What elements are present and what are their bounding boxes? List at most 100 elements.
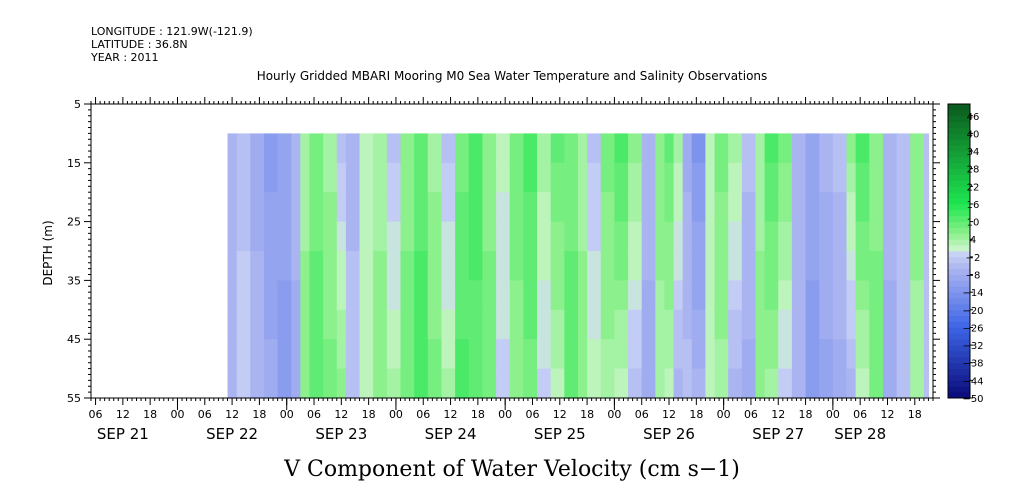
colorbar-swatch <box>948 162 970 170</box>
heatmap-cell <box>414 368 429 399</box>
heatmap-cell <box>923 339 930 370</box>
heatmap-cell <box>577 192 588 223</box>
heatmap-cell <box>832 251 848 281</box>
colorbar-swatch <box>948 203 970 211</box>
heatmap-cell <box>537 221 552 252</box>
heatmap-cell <box>691 192 707 223</box>
heatmap-cell <box>455 368 470 399</box>
heatmap-cell <box>655 221 666 252</box>
heatmap-cell <box>691 251 707 281</box>
heatmap-cell <box>600 192 615 223</box>
heatmap-cell <box>755 339 766 370</box>
heatmap-cell <box>309 162 324 193</box>
heatmap-cell <box>764 162 779 193</box>
heatmap-cell <box>564 251 579 281</box>
heatmap-cell <box>882 133 898 164</box>
heatmap-cell <box>564 192 579 223</box>
heatmap-cell <box>455 192 470 223</box>
heatmap-cell <box>400 192 415 223</box>
heatmap-cell <box>628 280 643 311</box>
heatmap-cell <box>764 251 779 281</box>
heatmap-cell <box>910 251 925 281</box>
colorbar-label: 16 <box>967 200 980 211</box>
heatmap-cell <box>373 309 388 340</box>
heatmap-cell <box>373 133 388 164</box>
heatmap-cell <box>791 251 807 281</box>
heatmap-cell <box>714 162 729 193</box>
heatmap-cell <box>614 162 629 193</box>
heatmap-cell <box>819 339 834 370</box>
heatmap-cell <box>564 368 579 399</box>
heatmap-cell <box>441 368 456 399</box>
heatmap-cell <box>600 280 615 311</box>
heatmap-cell <box>359 368 374 399</box>
heatmap-cell <box>359 192 374 223</box>
heatmap-cell <box>832 133 848 164</box>
heatmap-cell <box>400 280 415 311</box>
heatmap-cell <box>336 251 347 281</box>
heatmap-cell <box>896 192 911 223</box>
colorbar-swatch <box>948 168 970 175</box>
colorbar-label: 22 <box>967 182 980 193</box>
colorbar-label: −44 <box>962 376 983 387</box>
x-hour-label: 06 <box>89 408 103 421</box>
heatmap-cell <box>614 280 629 311</box>
heatmap-cell <box>309 280 324 311</box>
heatmap-cell <box>509 368 524 399</box>
heatmap-cell <box>496 280 511 311</box>
heatmap-cell <box>427 280 443 311</box>
colorbar: 46 40 34 28 22 16 10 4 −2 −8 −14 −20 −26 −32 −38 −44 −50 <box>947 103 984 405</box>
heatmap-cell <box>277 280 292 311</box>
heatmap-cell <box>882 309 898 340</box>
heatmap-cell <box>923 309 930 340</box>
heatmap-cell <box>236 280 251 311</box>
heatmap-cell <box>441 192 456 223</box>
heatmap-cell <box>550 339 565 370</box>
heatmap-cell <box>896 133 911 164</box>
heatmap-cell <box>728 192 743 223</box>
heatmap-cell <box>641 309 656 340</box>
heatmap-cell <box>309 251 324 281</box>
heatmap-cell <box>427 251 443 281</box>
heatmap-cell <box>400 162 415 193</box>
heatmap-cell <box>691 309 707 340</box>
heatmap-cell <box>441 309 456 340</box>
colorbar-swatch <box>948 386 970 393</box>
heatmap-cell <box>641 339 656 370</box>
heatmap-cell <box>778 251 793 281</box>
heatmap-cell <box>250 133 265 164</box>
colorbar-swatch <box>948 227 970 234</box>
x-hour-label: 12 <box>334 408 348 421</box>
y-tick-label: 45 <box>67 333 81 346</box>
heatmap-cell <box>359 309 374 340</box>
heatmap-cell <box>496 309 511 340</box>
heatmap-cell <box>309 192 324 223</box>
heatmap-cell <box>628 133 643 164</box>
heatmap-cell <box>250 368 265 399</box>
plot-area <box>90 103 934 399</box>
colorbar-swatch <box>948 209 970 217</box>
heatmap-cell <box>309 309 324 340</box>
heatmap-cell <box>468 339 484 370</box>
heatmap-cell <box>427 133 443 164</box>
colorbar-label: 34 <box>967 147 980 158</box>
colorbar-swatch <box>948 239 970 246</box>
heatmap-cell <box>778 221 793 252</box>
heatmap-cell <box>910 192 925 223</box>
heatmap-cell <box>741 221 757 252</box>
heatmap-cell <box>277 339 292 370</box>
heatmap-cell <box>386 162 402 193</box>
heatmap-cell <box>300 221 311 252</box>
heatmap-cell <box>523 162 538 193</box>
heatmap-cell <box>673 162 684 193</box>
heatmap-cell <box>537 280 552 311</box>
heatmap-cell <box>236 192 251 223</box>
heatmap-cell <box>819 162 834 193</box>
colorbar-label: 40 <box>967 129 980 140</box>
longitude-label: LONGITUDE : 121.9W(-121.9) <box>91 25 253 38</box>
heatmap-cell <box>755 133 766 164</box>
heatmap-cell <box>628 192 643 223</box>
colorbar-label: −26 <box>962 323 983 334</box>
heatmap-cell <box>882 280 898 311</box>
heatmap-cell <box>227 368 238 399</box>
